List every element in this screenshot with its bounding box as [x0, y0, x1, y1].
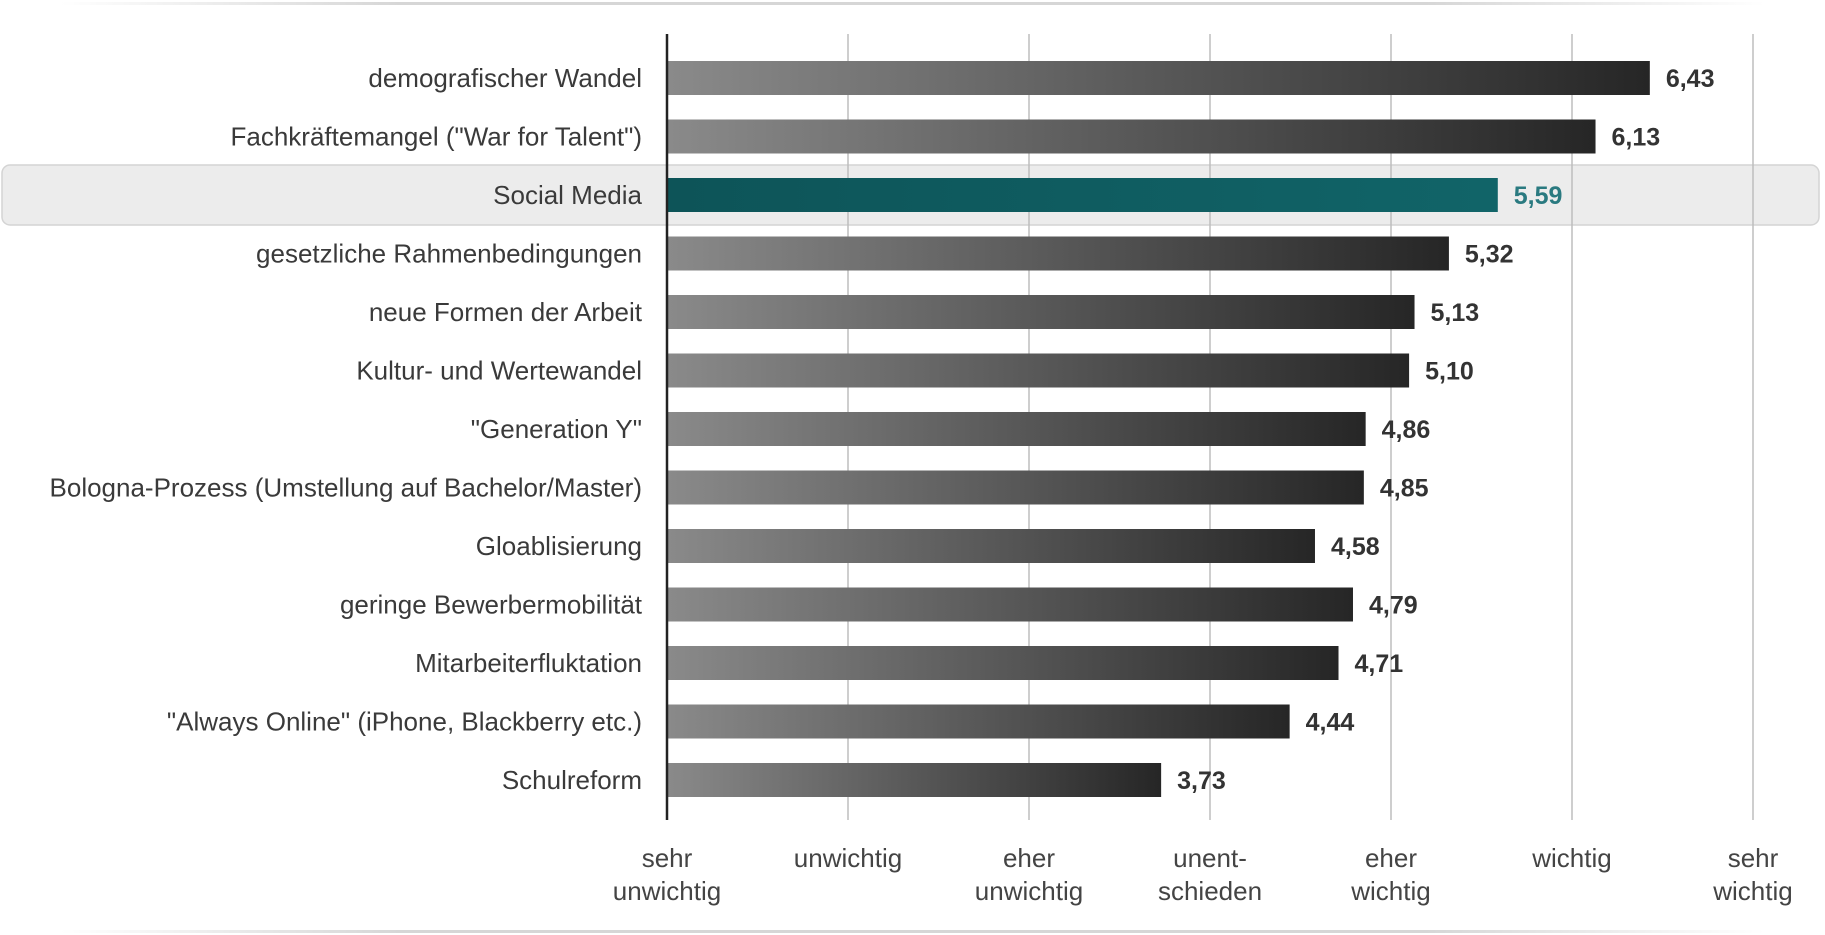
x-tick-label: wichtig — [1531, 843, 1611, 873]
bar — [667, 412, 1366, 446]
x-tick-label: wichtig — [1712, 876, 1792, 906]
value-label: 5,32 — [1465, 241, 1514, 269]
category-label: Social Media — [493, 180, 642, 210]
bar — [667, 646, 1339, 680]
category-label: "Generation Y" — [471, 414, 642, 444]
category-label: Gloablisierung — [476, 531, 642, 561]
bars — [667, 61, 1650, 797]
x-tick-label: eher — [1003, 843, 1055, 873]
category-label: Fachkräftemangel ("War for Talent") — [231, 122, 643, 152]
x-tick-label: eher — [1365, 843, 1417, 873]
bar — [667, 295, 1415, 329]
bar — [667, 529, 1315, 563]
category-label: Kultur- und Wertewandel — [356, 356, 642, 386]
value-label: 4,44 — [1306, 709, 1355, 737]
x-tick-label: sehr — [642, 843, 693, 873]
value-label: 6,43 — [1666, 65, 1715, 93]
bar — [667, 470, 1364, 505]
value-labels: 6,43 6,13 5,59 5,32 5,13 5,10 4,86 4,85 4,58 4,79… — [1177, 65, 1714, 795]
category-label: demografischer Wandel — [368, 63, 642, 93]
value-label: 5,59 — [1514, 182, 1563, 210]
category-label: geringe Bewerbermobilität — [340, 590, 643, 620]
value-label: 3,73 — [1177, 767, 1226, 795]
x-tick-label: schieden — [1158, 876, 1262, 906]
bar-highlighted — [667, 178, 1498, 212]
value-label: 5,13 — [1431, 299, 1480, 327]
top-separator — [60, 2, 1765, 5]
value-label: 5,10 — [1425, 358, 1474, 386]
category-label: Bologna-Prozess (Umstellung auf Bachelor… — [50, 473, 642, 503]
category-label: Schulreform — [502, 765, 642, 795]
bar — [667, 704, 1290, 739]
value-label: 4,85 — [1380, 475, 1429, 503]
x-tick-label: unwichtig — [794, 843, 902, 873]
bar — [667, 236, 1449, 271]
x-tick-label: sehr — [1728, 843, 1779, 873]
category-labels: demografischer Wandel Fachkräftemangel ("… — [50, 63, 643, 795]
value-label: 4,86 — [1382, 416, 1431, 444]
bar — [667, 587, 1353, 622]
bar — [667, 119, 1596, 154]
value-label: 6,13 — [1612, 124, 1661, 152]
value-label: 4,71 — [1355, 650, 1404, 678]
x-tick-label: unwichtig — [613, 876, 721, 906]
category-label: neue Formen der Arbeit — [369, 297, 643, 327]
bar — [667, 763, 1162, 797]
value-label: 4,79 — [1369, 592, 1418, 620]
category-label: Mitarbeiterfluktation — [415, 648, 642, 678]
x-tick-label: wichtig — [1350, 876, 1430, 906]
bottom-separator — [60, 930, 1765, 933]
x-tick-label: unent- — [1173, 843, 1247, 873]
bar — [667, 353, 1410, 388]
category-label: gesetzliche Rahmenbedingungen — [256, 239, 642, 269]
chart-frame — [60, 2, 1765, 933]
value-label: 4,58 — [1331, 533, 1380, 561]
x-tick-label: unwichtig — [975, 876, 1083, 906]
category-label: "Always Online" (iPhone, Blackberry etc.… — [167, 707, 642, 737]
bar — [667, 61, 1650, 95]
